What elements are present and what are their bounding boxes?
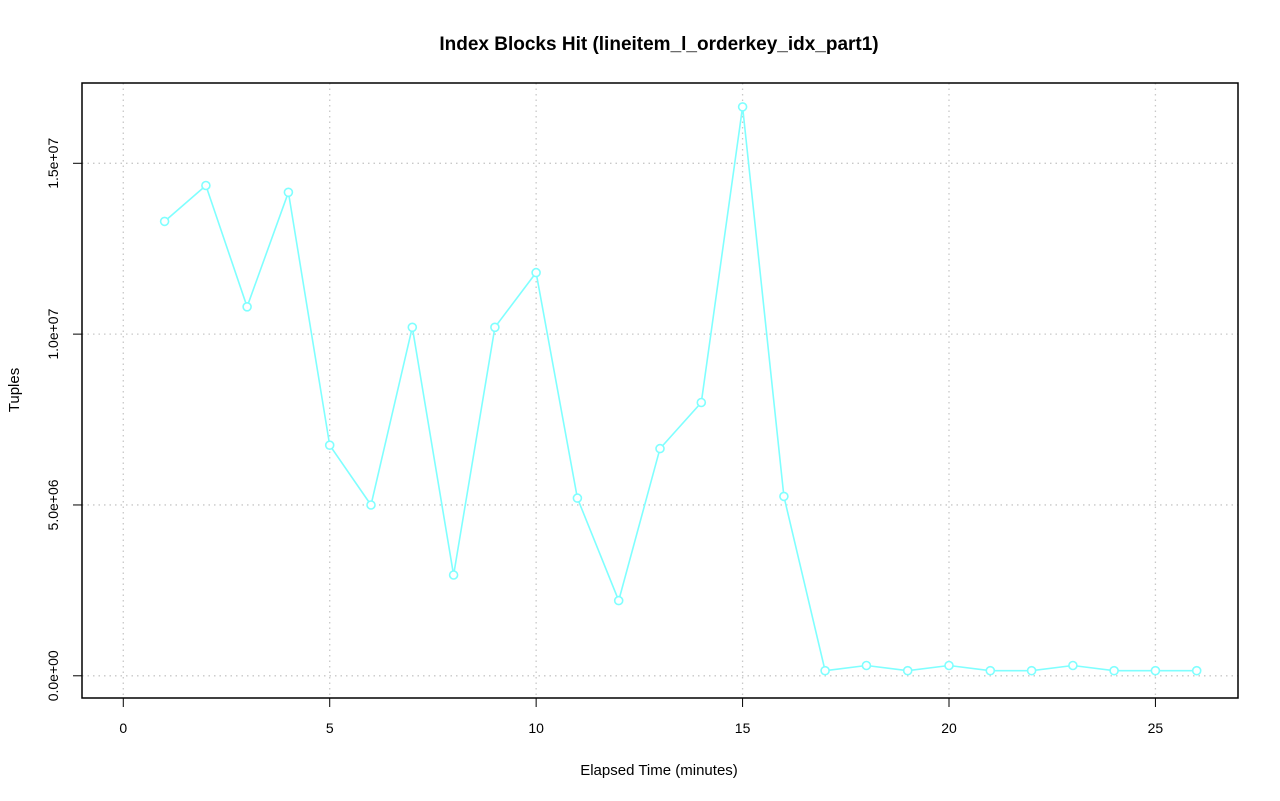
x-axis-label: Elapsed Time (minutes) [580, 762, 738, 779]
y-tick-label-3: 1.5e+07 [45, 138, 61, 189]
y-axis: 0.0e+00 5.0e+06 1.0e+07 1.5e+07 [45, 138, 83, 701]
x-axis: 0 5 10 15 20 25 [119, 697, 1164, 736]
y-tick-label-2: 1.0e+07 [45, 308, 61, 359]
y-axis-label: Tuples [6, 368, 23, 412]
x-tick-label-3: 15 [735, 720, 751, 736]
grid [82, 83, 1238, 698]
data-point-8 [448, 570, 459, 580]
data-point-24 [1109, 665, 1119, 676]
x-tick-label-4: 20 [941, 720, 957, 736]
plot-frame [81, 82, 1239, 699]
series-line-0 [164, 106, 1197, 672]
data-point-5 [324, 440, 335, 451]
y-tick-label-1: 5.0e+06 [45, 479, 61, 530]
data-point-14 [696, 397, 707, 408]
data-point-3 [242, 301, 252, 312]
chart-title: Index Blocks Hit (lineitem_l_orderkey_id… [439, 34, 878, 55]
data-point-9 [490, 322, 500, 333]
data-point-18 [861, 660, 872, 671]
data-point-1 [159, 216, 170, 227]
data-point-19 [902, 665, 913, 676]
data-point-22 [1026, 665, 1037, 676]
y-tick-label-0: 0.0e+00 [45, 650, 61, 701]
data-point-6 [366, 500, 376, 510]
data-point-16 [779, 491, 789, 502]
data-point-2 [201, 180, 211, 191]
data-point-10 [531, 267, 541, 278]
data-point-12 [613, 595, 624, 606]
data-point-20 [944, 660, 954, 671]
data-point-23 [1068, 660, 1078, 671]
x-tick-label-0: 0 [119, 720, 127, 736]
data-point-25 [1150, 665, 1161, 676]
data-point-13 [655, 443, 665, 454]
data-point-21 [985, 665, 996, 676]
data-point-11 [572, 493, 583, 503]
x-tick-label-5: 25 [1148, 720, 1164, 736]
data-point-17 [820, 665, 830, 676]
data-point-15 [737, 102, 748, 112]
series [159, 102, 1202, 676]
data-point-7 [407, 322, 418, 333]
data-point-4 [283, 187, 294, 198]
x-tick-label-1: 5 [326, 720, 334, 736]
data-point-26 [1191, 665, 1202, 676]
x-tick-label-2: 10 [528, 720, 544, 736]
